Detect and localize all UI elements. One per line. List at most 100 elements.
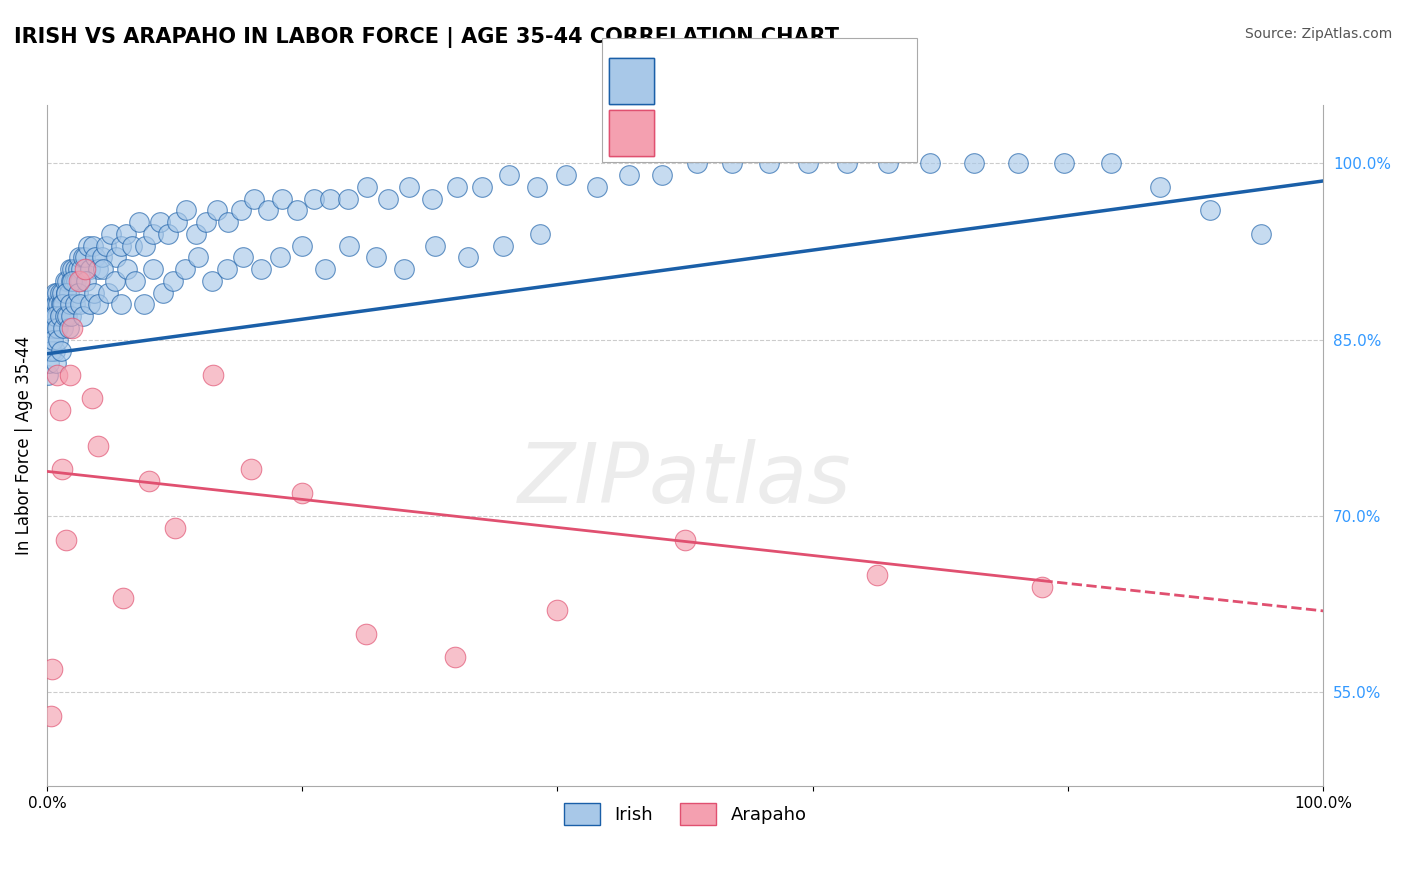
Point bbox=[174, 203, 197, 218]
Point bbox=[62, 321, 84, 335]
Point bbox=[529, 227, 551, 241]
Point bbox=[124, 274, 146, 288]
Point bbox=[366, 251, 388, 265]
Point bbox=[117, 262, 139, 277]
Point bbox=[41, 333, 63, 347]
Point bbox=[69, 274, 91, 288]
Point bbox=[215, 262, 238, 277]
Point bbox=[79, 262, 101, 277]
Point bbox=[45, 356, 67, 370]
Point bbox=[79, 297, 101, 311]
Point bbox=[41, 309, 63, 323]
Point bbox=[651, 168, 673, 182]
Point bbox=[796, 156, 818, 170]
Text: R = -0.208   N =  24: R = -0.208 N = 24 bbox=[662, 123, 860, 141]
Point bbox=[70, 262, 93, 277]
Point bbox=[49, 344, 72, 359]
Point bbox=[72, 251, 94, 265]
Point bbox=[75, 251, 97, 265]
Point bbox=[269, 251, 291, 265]
Point bbox=[1007, 156, 1029, 170]
Point bbox=[38, 333, 60, 347]
Point bbox=[72, 309, 94, 323]
Point bbox=[84, 251, 107, 265]
Point bbox=[195, 215, 218, 229]
Point bbox=[302, 192, 325, 206]
Point bbox=[319, 192, 342, 206]
Point bbox=[104, 251, 127, 265]
Point bbox=[142, 262, 165, 277]
Point bbox=[55, 285, 77, 300]
Point bbox=[586, 179, 609, 194]
Point bbox=[42, 309, 65, 323]
Point bbox=[377, 192, 399, 206]
Point bbox=[44, 344, 66, 359]
Point bbox=[59, 297, 82, 311]
Point bbox=[110, 297, 132, 311]
Point bbox=[1053, 156, 1076, 170]
Point bbox=[59, 368, 82, 382]
Point bbox=[217, 215, 239, 229]
Point bbox=[51, 285, 73, 300]
Point bbox=[55, 309, 77, 323]
Point bbox=[55, 285, 77, 300]
Point bbox=[42, 333, 65, 347]
Point bbox=[256, 203, 278, 218]
Point bbox=[65, 274, 87, 288]
Point bbox=[41, 321, 63, 335]
Point bbox=[60, 274, 83, 288]
Point bbox=[97, 285, 120, 300]
Point bbox=[200, 274, 222, 288]
Point bbox=[51, 297, 73, 311]
Point bbox=[82, 238, 104, 252]
Point bbox=[617, 168, 640, 182]
Point bbox=[39, 344, 62, 359]
Point bbox=[41, 662, 63, 676]
Text: Source: ZipAtlas.com: Source: ZipAtlas.com bbox=[1244, 27, 1392, 41]
Point bbox=[138, 474, 160, 488]
Point bbox=[314, 262, 336, 277]
Point bbox=[142, 227, 165, 241]
Point bbox=[94, 238, 117, 252]
Point bbox=[83, 285, 105, 300]
Point bbox=[53, 274, 76, 288]
Point bbox=[76, 238, 98, 252]
Point bbox=[48, 297, 70, 311]
Point bbox=[110, 238, 132, 252]
Point bbox=[62, 274, 84, 288]
Point bbox=[291, 238, 314, 252]
Point bbox=[90, 251, 112, 265]
Point bbox=[66, 285, 89, 300]
Point bbox=[55, 533, 77, 547]
Text: IRISH VS ARAPAHO IN LABOR FORCE | AGE 35-44 CORRELATION CHART: IRISH VS ARAPAHO IN LABOR FORCE | AGE 35… bbox=[14, 27, 839, 48]
Point bbox=[291, 485, 314, 500]
Point bbox=[48, 333, 70, 347]
Point bbox=[186, 227, 208, 241]
Point bbox=[337, 192, 360, 206]
Point bbox=[63, 262, 86, 277]
Point bbox=[240, 462, 263, 476]
Point bbox=[1198, 203, 1220, 218]
Point bbox=[471, 179, 494, 194]
Point bbox=[186, 251, 208, 265]
Point bbox=[157, 227, 180, 241]
Point bbox=[115, 227, 138, 241]
Point bbox=[48, 285, 70, 300]
Point bbox=[44, 285, 66, 300]
Point bbox=[59, 262, 82, 277]
Point bbox=[865, 567, 887, 582]
Point bbox=[87, 297, 110, 311]
Point bbox=[685, 156, 707, 170]
Point bbox=[45, 297, 67, 311]
Point bbox=[491, 238, 513, 252]
Point bbox=[166, 215, 188, 229]
Point bbox=[46, 368, 69, 382]
Point bbox=[48, 309, 70, 323]
Point bbox=[250, 262, 273, 277]
Point bbox=[162, 274, 184, 288]
Point bbox=[67, 251, 90, 265]
Point bbox=[173, 262, 195, 277]
Point bbox=[673, 533, 696, 547]
Point bbox=[63, 297, 86, 311]
Point bbox=[44, 309, 66, 323]
